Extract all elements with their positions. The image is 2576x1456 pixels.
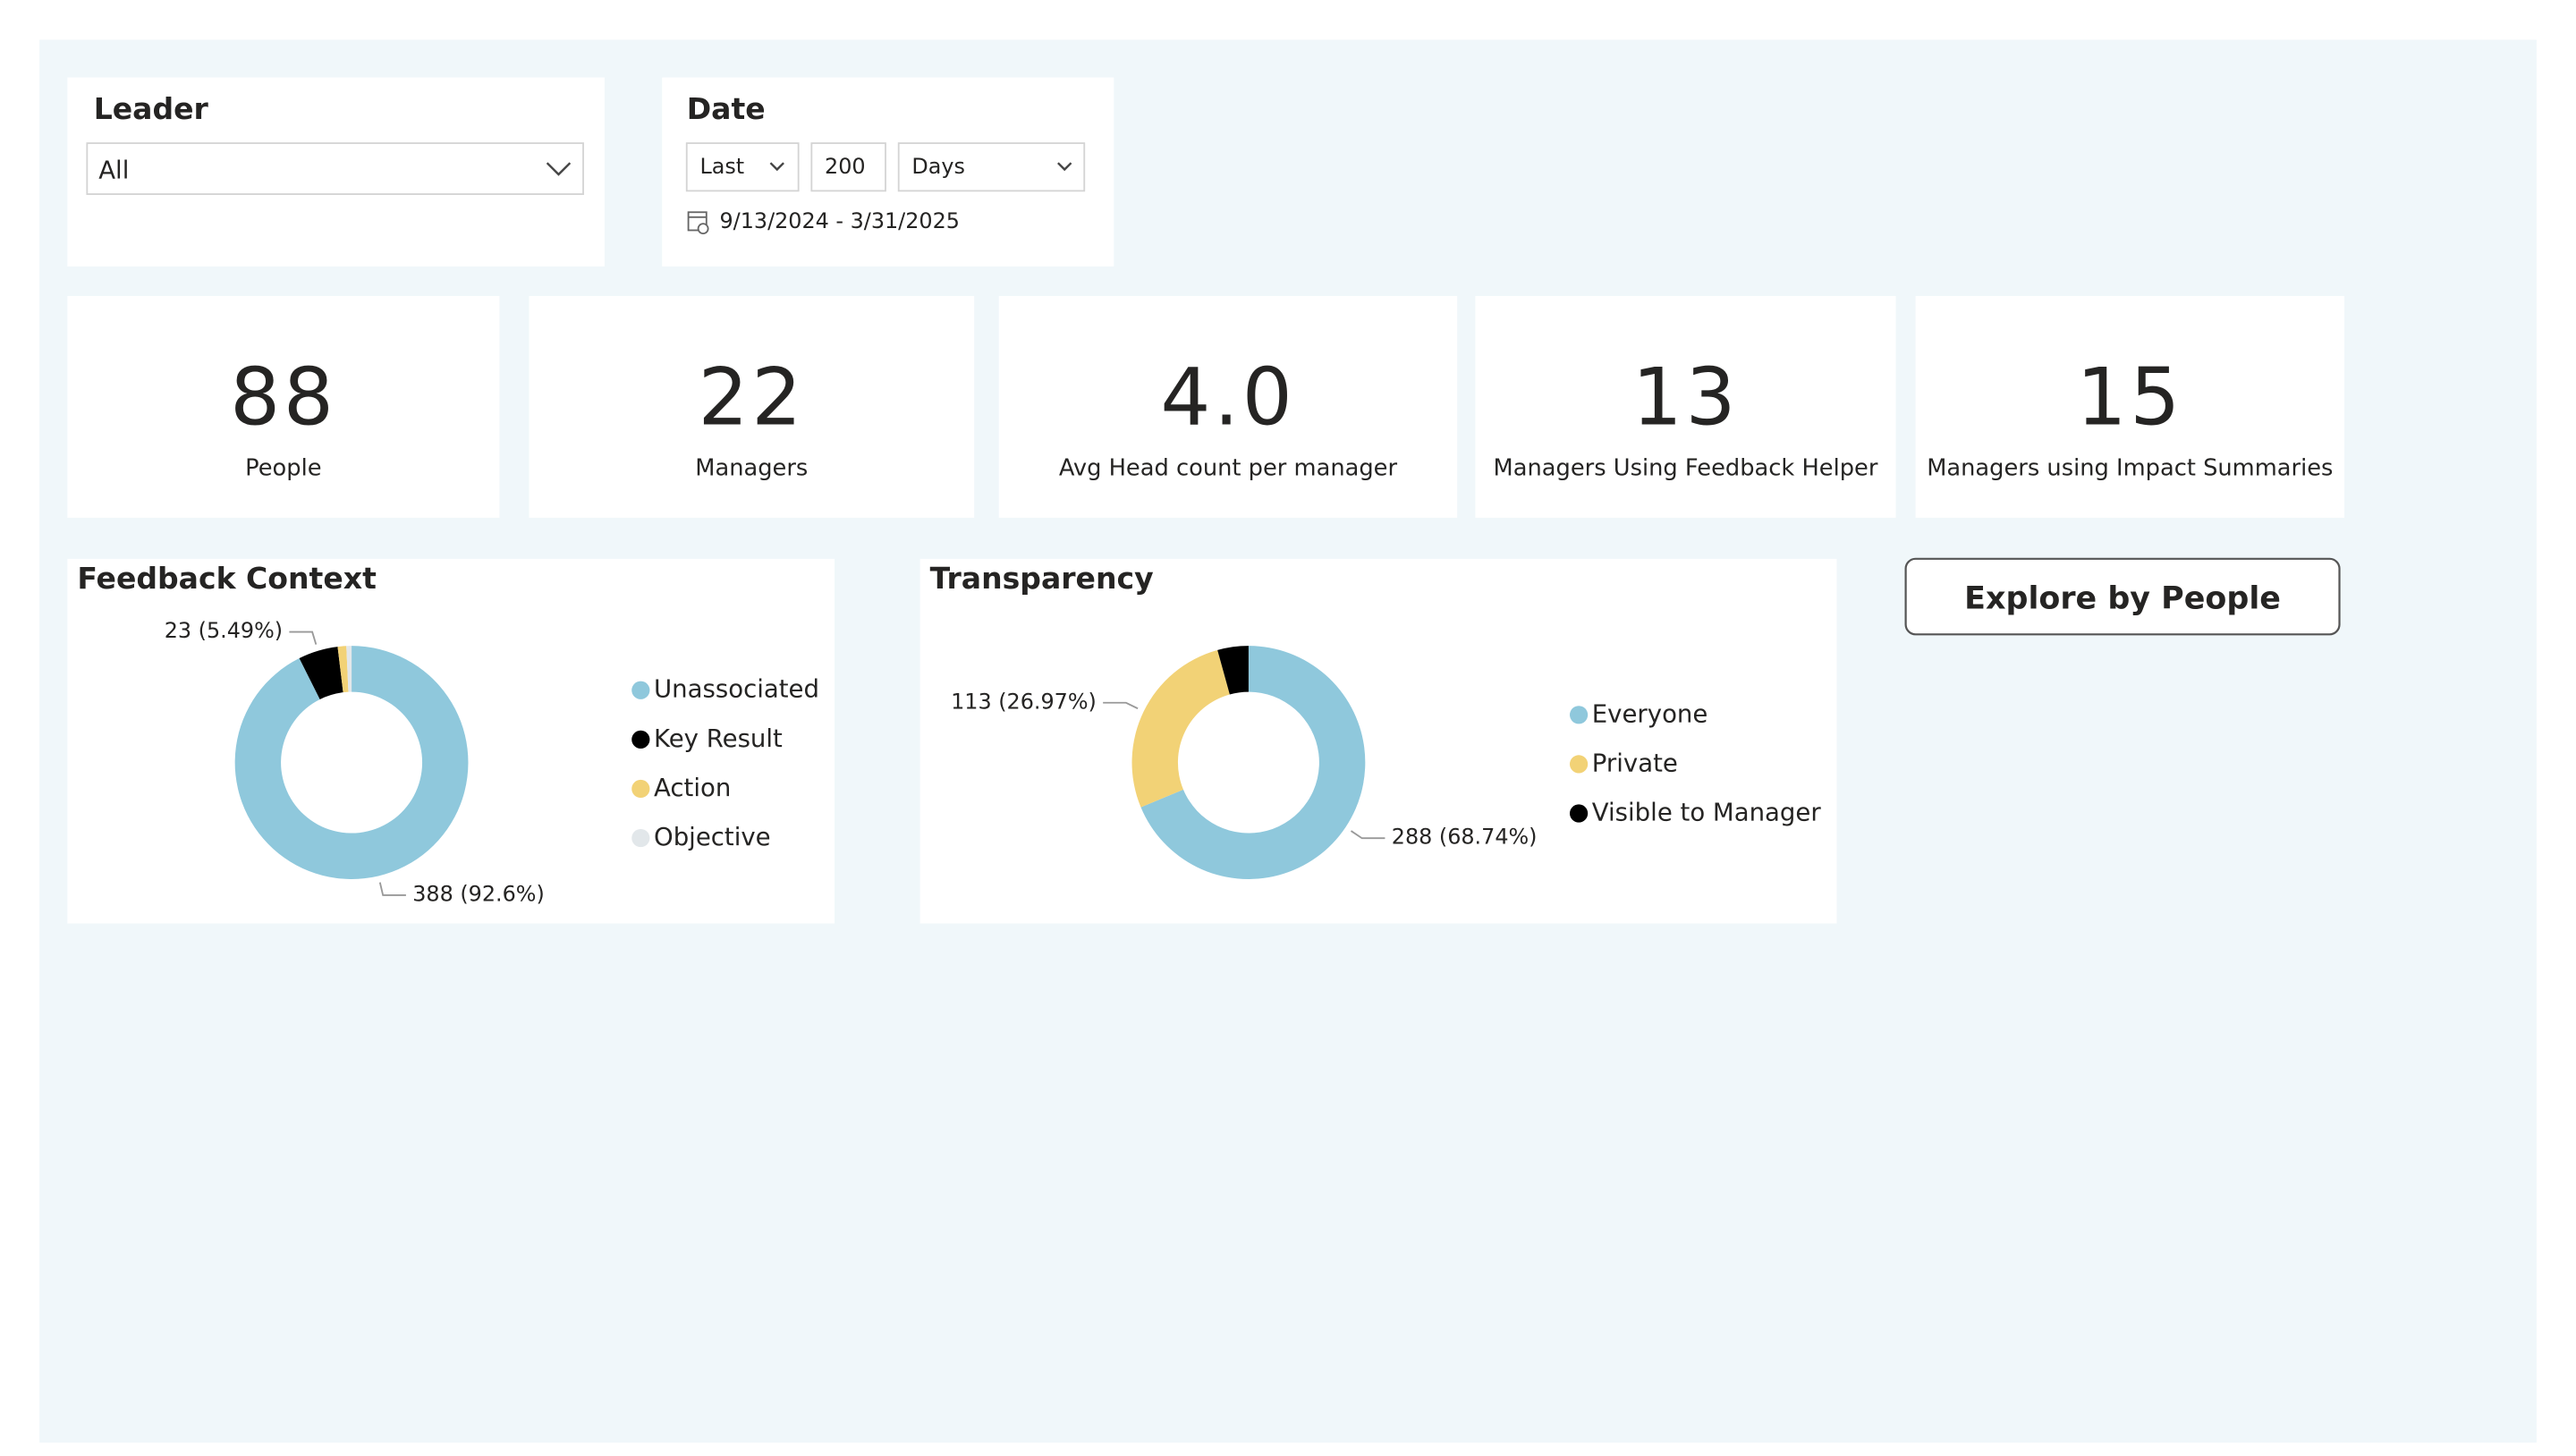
leader-value: All xyxy=(98,156,129,184)
calendar-icon xyxy=(687,211,709,235)
legend-label: Action xyxy=(654,774,731,802)
legend-marker xyxy=(631,681,650,699)
legend-marker xyxy=(1570,804,1589,823)
kpi-card xyxy=(998,295,1458,518)
date-mode: Last xyxy=(699,154,744,179)
legend-marker xyxy=(631,730,650,749)
kpi-label: Managers xyxy=(695,454,808,481)
date-unit: Days xyxy=(911,154,965,179)
leader-dropdown[interactable] xyxy=(86,142,584,195)
data-label: 288 (68.74%) xyxy=(1392,825,1538,850)
kpi-label: Avg Head count per manager xyxy=(1059,454,1398,481)
kpi-label: Managers Using Feedback Helper xyxy=(1494,454,1878,481)
legend-label: Everyone xyxy=(1592,699,1708,728)
kpi-row: 88 People 22 Managers 4.0 Avg Head count per … xyxy=(67,295,2345,518)
donut-slice xyxy=(1140,646,1366,879)
chevron xyxy=(1057,162,1072,172)
donut-slice xyxy=(1131,649,1230,808)
donut-slice xyxy=(299,647,343,699)
kpi-card xyxy=(67,295,500,518)
chart-card xyxy=(919,558,1837,924)
legend-label: Key Result xyxy=(654,724,783,753)
kpi-label: People xyxy=(245,454,321,481)
leader-title: Leader xyxy=(94,91,209,126)
explore-button-label: Explore by People xyxy=(1964,581,2281,617)
kpi-card xyxy=(529,295,975,518)
legend-label: Objective xyxy=(654,823,771,851)
chevron xyxy=(769,162,784,172)
kpi-label: Managers using Impact Summaries xyxy=(1927,454,2333,481)
kpi-value: 15 xyxy=(2077,351,2184,444)
date-unit-dropdown[interactable] xyxy=(897,142,1086,192)
donut-slice xyxy=(234,646,469,879)
kpi-card xyxy=(1475,295,1896,518)
chevron xyxy=(546,162,572,176)
label-leader xyxy=(1350,830,1385,840)
donut-slice xyxy=(346,646,352,692)
label-leader xyxy=(378,882,406,896)
kpi-card xyxy=(1915,295,2345,518)
legend-label: Private xyxy=(1592,749,1678,777)
date-title: Date xyxy=(687,91,766,126)
date-range: 9/13/2024 - 3/31/2025 xyxy=(719,208,959,233)
kpi-value: 22 xyxy=(699,351,806,444)
data-label: 113 (26.97%) xyxy=(951,689,1097,714)
donut-slice xyxy=(337,646,349,693)
legend-label: Visible to Manager xyxy=(1592,799,1822,827)
legend-marker xyxy=(631,828,650,848)
chart-row: Feedback Context 388 (92.6%) 23 (5.49%) Una… xyxy=(67,558,1837,924)
donut-slice xyxy=(1217,646,1249,695)
chart-title: Feedback Context xyxy=(77,561,377,596)
legend-label: Unassociated xyxy=(654,675,819,704)
kpi-value: 13 xyxy=(1632,351,1740,444)
explore-button[interactable] xyxy=(1904,557,2341,636)
data-label: 388 (92.6%) xyxy=(412,881,545,906)
legend-marker xyxy=(631,779,650,799)
data-label: 23 (5.49%) xyxy=(165,618,283,643)
legend-marker xyxy=(1570,706,1589,724)
chart-title: Transparency xyxy=(930,561,1154,596)
date-count-input[interactable] xyxy=(810,142,886,192)
kpi-value: 88 xyxy=(230,351,337,444)
kpi-value: 4.0 xyxy=(1160,351,1295,444)
label-leader xyxy=(1103,701,1139,710)
legend-marker xyxy=(1570,755,1589,774)
label-leader xyxy=(289,631,318,645)
date-count: 200 xyxy=(825,154,866,179)
